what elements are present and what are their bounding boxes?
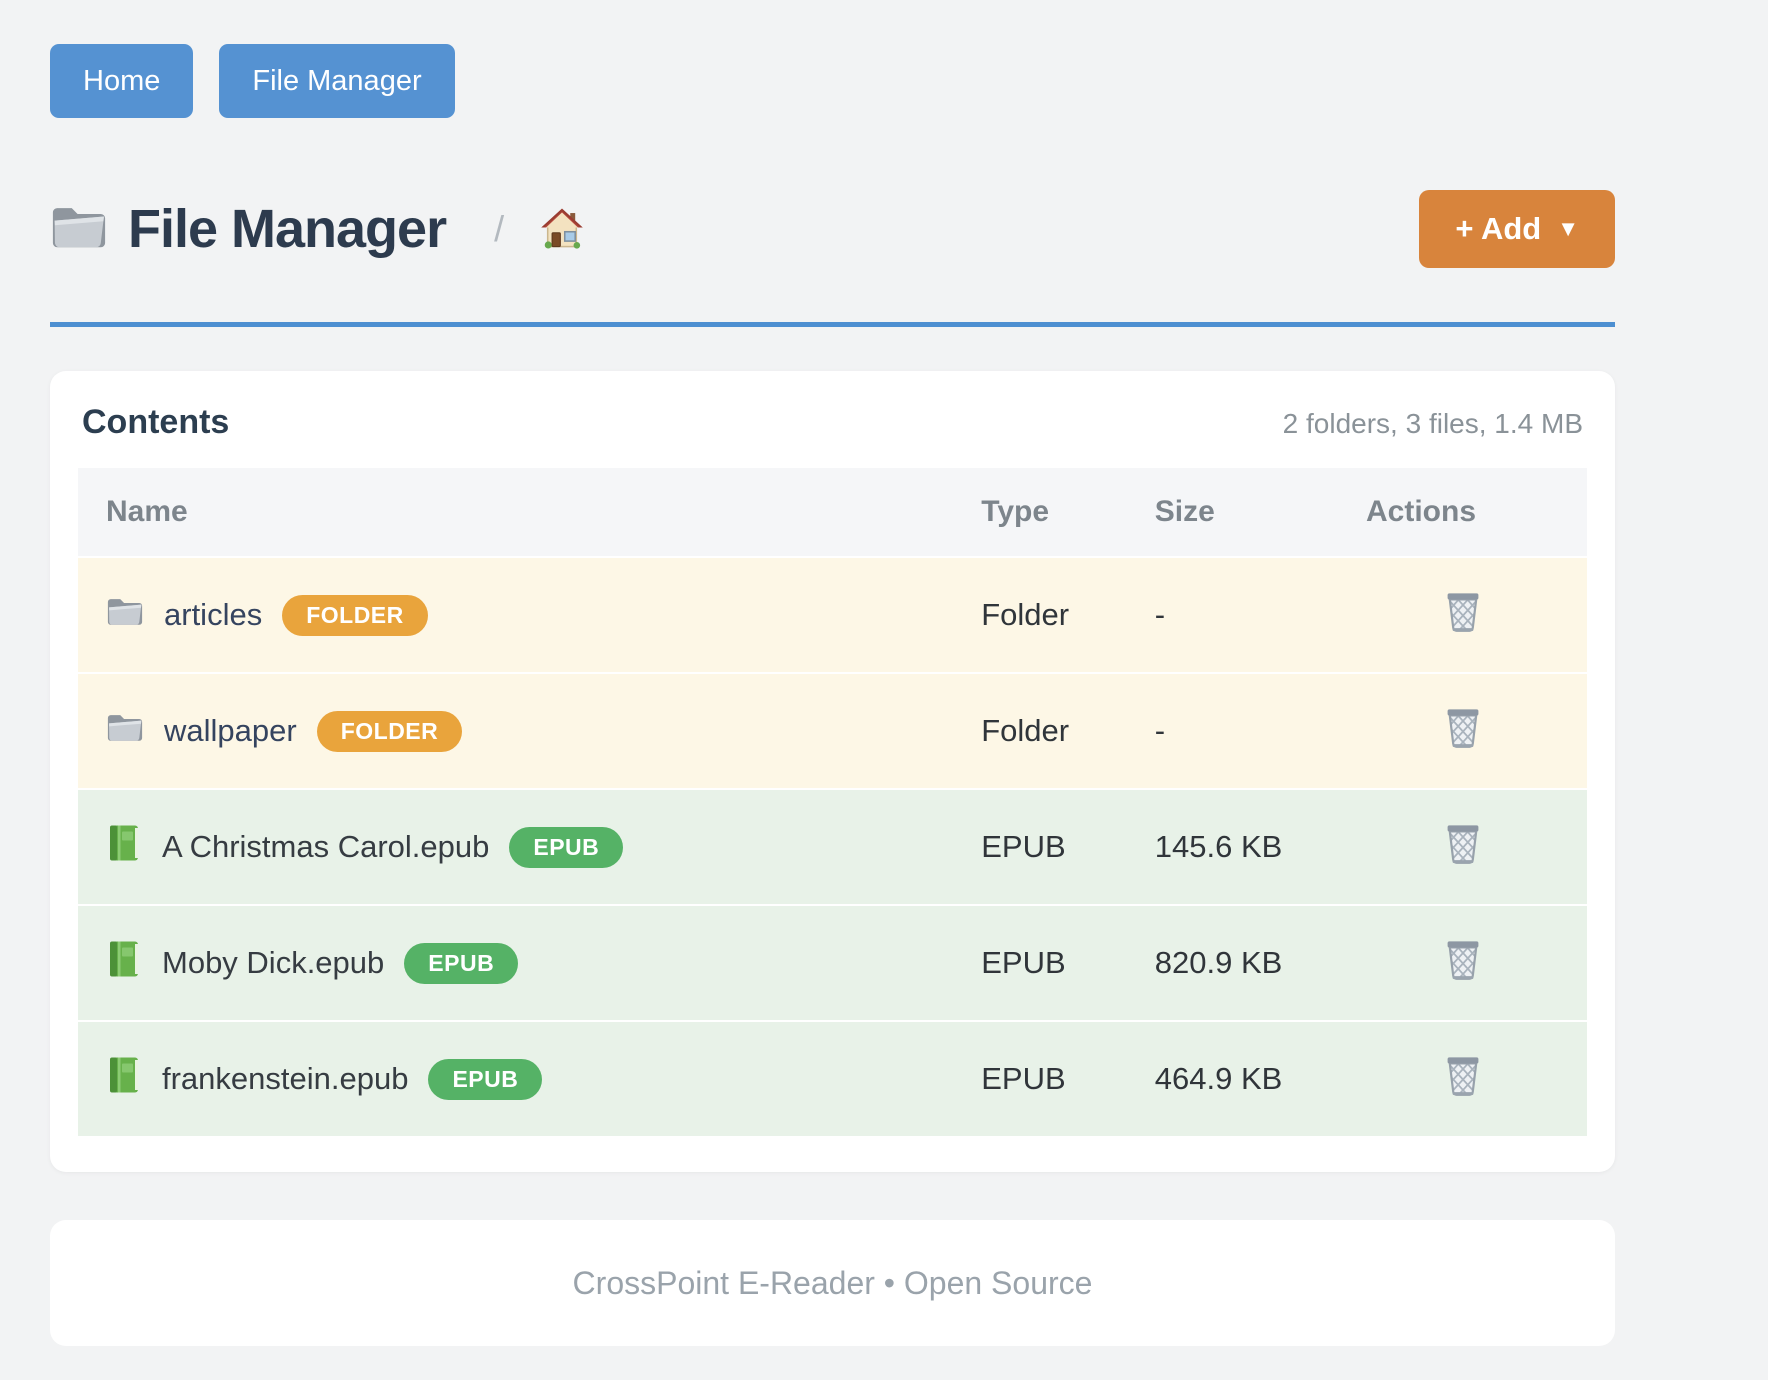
house-icon[interactable] [540, 207, 584, 251]
file-size: 820.9 KB [1126, 904, 1338, 1021]
column-header-actions: Actions [1338, 468, 1587, 557]
file-name: frankenstein.epub [162, 1061, 409, 1096]
contents-card-header: Contents 2 folders, 3 files, 1.4 MB [78, 403, 1587, 442]
file-type: EPUB [953, 1020, 1127, 1136]
file-type: EPUB [953, 788, 1127, 905]
row-frankenstein[interactable]: frankenstein.epub EPUB EPUB 464.9 KB [78, 1020, 1587, 1136]
row-articles[interactable]: articles FOLDER Folder - [78, 556, 1587, 673]
file-manager-button[interactable]: File Manager [219, 44, 455, 118]
trash-icon[interactable] [1441, 589, 1485, 633]
page-header: File Manager / + Add ▼ [50, 190, 1615, 268]
epub-badge: EPUB [404, 942, 519, 984]
title-group: File Manager / [50, 198, 584, 260]
file-type: EPUB [953, 904, 1127, 1021]
page-title: File Manager [128, 199, 447, 259]
file-type: Folder [953, 556, 1127, 673]
book-icon [106, 1055, 142, 1103]
contents-card: Contents 2 folders, 3 files, 1.4 MB Name… [50, 371, 1615, 1172]
book-icon [106, 823, 142, 871]
breadcrumb-separator: / [494, 208, 505, 249]
column-header-size: Size [1126, 468, 1338, 557]
add-button[interactable]: + Add ▼ [1419, 190, 1615, 268]
file-name: wallpaper [164, 713, 297, 748]
row-wallpaper[interactable]: wallpaper FOLDER Folder - [78, 672, 1587, 789]
top-navigation: Home File Manager [50, 0, 1615, 118]
trash-icon[interactable] [1441, 937, 1485, 981]
file-size: 145.6 KB [1126, 788, 1338, 905]
file-table: Name Type Size Actions articles FOLDER F… [78, 468, 1587, 1136]
file-size: - [1126, 556, 1338, 673]
folder-icon [106, 711, 144, 752]
page-container: Home File Manager File Manager / + Add ▼… [50, 0, 1615, 1380]
trash-icon[interactable] [1441, 821, 1485, 865]
row-moby-dick[interactable]: Moby Dick.epub EPUB EPUB 820.9 KB [78, 904, 1587, 1021]
column-header-name: Name [78, 468, 954, 557]
book-icon [106, 939, 142, 987]
footer: CrossPoint E-Reader • Open Source [50, 1220, 1615, 1346]
column-header-type: Type [953, 468, 1127, 557]
folder-badge: FOLDER [282, 594, 428, 636]
file-name: Moby Dick.epub [162, 945, 385, 980]
trash-icon[interactable] [1441, 1053, 1485, 1097]
file-size: 464.9 KB [1126, 1020, 1338, 1136]
contents-summary: 2 folders, 3 files, 1.4 MB [1282, 408, 1583, 439]
epub-badge: EPUB [428, 1058, 543, 1100]
row-a-christmas-carol[interactable]: A Christmas Carol.epub EPUB EPUB 145.6 K… [78, 788, 1587, 905]
chevron-down-icon: ▼ [1557, 216, 1579, 241]
folder-icon [50, 202, 108, 257]
file-type: Folder [953, 672, 1127, 789]
folder-badge: FOLDER [316, 710, 463, 752]
header-divider [50, 322, 1615, 327]
add-button-label: + Add [1455, 211, 1542, 246]
folder-icon [106, 595, 144, 636]
home-button[interactable]: Home [50, 44, 194, 118]
file-size: - [1126, 672, 1338, 789]
file-name: articles [164, 597, 263, 632]
contents-heading: Contents [82, 403, 230, 441]
epub-badge: EPUB [509, 826, 624, 868]
footer-text: CrossPoint E-Reader • Open Source [572, 1264, 1093, 1301]
file-name: A Christmas Carol.epub [162, 829, 490, 864]
trash-icon[interactable] [1441, 705, 1485, 749]
table-header-row: Name Type Size Actions [78, 468, 1587, 557]
